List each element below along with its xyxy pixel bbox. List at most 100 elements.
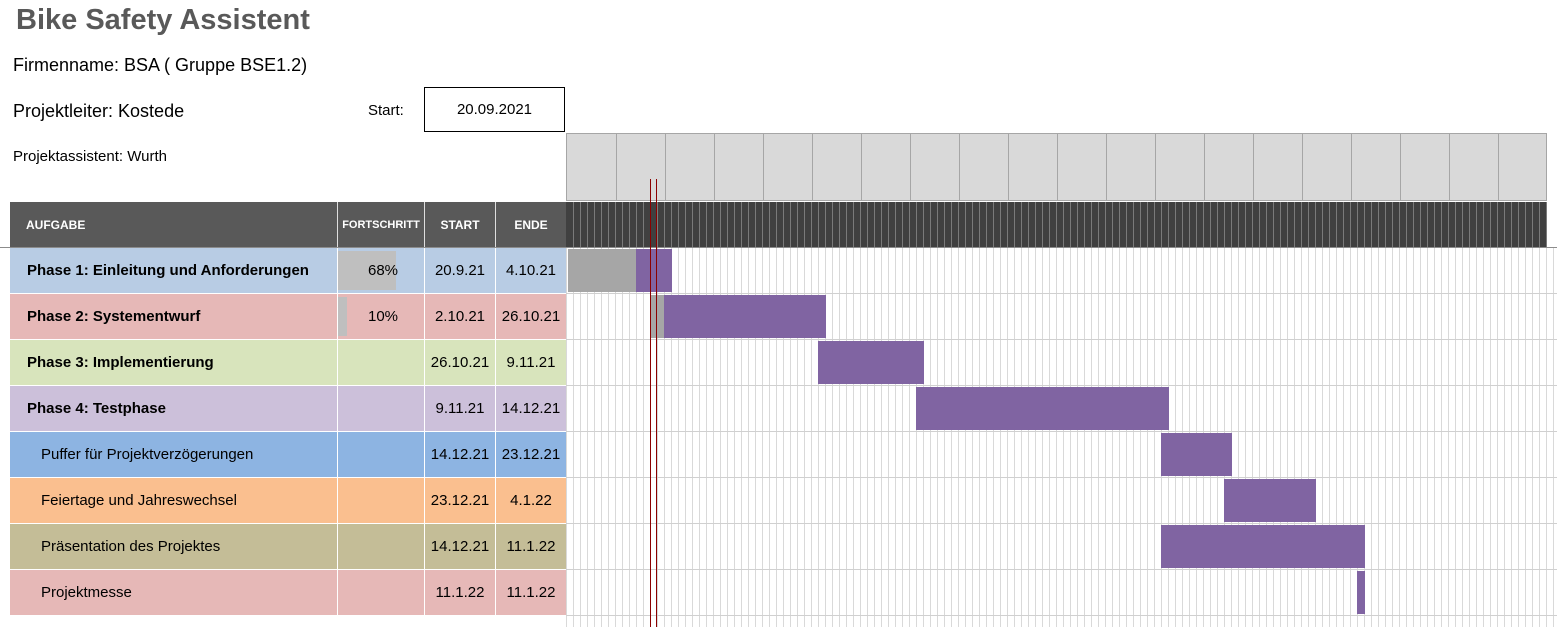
today-marker-line [656, 179, 657, 627]
task-name[interactable]: Projektmesse [41, 584, 132, 601]
task-name[interactable]: Puffer für Projektverzögerungen [41, 446, 254, 463]
day-tick [1189, 202, 1190, 247]
end-date[interactable]: 11.1.22 [506, 584, 556, 601]
progress-fill [338, 297, 347, 336]
day-gridline [825, 248, 826, 627]
day-tick [1308, 202, 1309, 247]
day-tick [1224, 202, 1225, 247]
end-date[interactable]: 9.11.21 [506, 354, 556, 371]
day-tick [930, 202, 931, 247]
gantt-bar[interactable] [664, 295, 826, 338]
day-tick [615, 202, 616, 247]
progress-cell[interactable] [338, 478, 424, 523]
task-name[interactable]: Phase 3: Implementierung [27, 354, 214, 371]
start-date[interactable]: 11.1.22 [435, 584, 485, 601]
task-row[interactable]: Phase 2: Systementwurf 10% 2.10.21 26.10.21 [10, 294, 566, 340]
day-gridline [1091, 248, 1092, 627]
day-tick [895, 202, 896, 247]
day-tick [818, 202, 819, 247]
gantt-bar-completed[interactable] [650, 295, 664, 338]
cell-divider [424, 340, 425, 385]
gantt-bar[interactable] [1161, 525, 1365, 568]
day-gridline [888, 248, 889, 627]
day-gridline [1147, 248, 1148, 627]
task-name[interactable]: Feiertage und Jahreswechsel [41, 492, 237, 509]
progress-cell[interactable]: 68% [338, 248, 424, 293]
day-gridline [1154, 248, 1155, 627]
day-tick [1525, 202, 1526, 247]
task-row[interactable]: Puffer für Projektverzögerungen 14.12.21 2… [10, 432, 566, 478]
start-date[interactable]: 14.12.21 [430, 446, 490, 463]
gantt-bar-completed[interactable] [568, 249, 636, 292]
day-gridline [727, 248, 728, 627]
day-gridline [1112, 248, 1113, 627]
day-tick [1091, 202, 1092, 247]
cell-divider [337, 340, 338, 385]
task-row[interactable]: Projektmesse 11.1.22 11.1.22 [10, 570, 566, 616]
day-gridline [1553, 248, 1554, 627]
row-gridline [566, 523, 1557, 524]
day-tick [629, 202, 630, 247]
day-tick [1406, 202, 1407, 247]
day-tick [1077, 202, 1078, 247]
task-name[interactable]: Phase 1: Einleitung und Anforderungen [27, 262, 309, 279]
row-divider [10, 339, 566, 340]
day-tick [1427, 202, 1428, 247]
day-gridline [776, 248, 777, 627]
day-gridline [1343, 248, 1344, 627]
task-row[interactable]: Phase 3: Implementierung 26.10.21 9.11.21 [10, 340, 566, 386]
task-row[interactable]: Phase 4: Testphase 9.11.21 14.12.21 [10, 386, 566, 432]
progress-cell[interactable] [338, 524, 424, 569]
week-divider [616, 134, 617, 200]
end-date[interactable]: 14.12.21 [501, 400, 561, 417]
start-date-cell[interactable]: 20.09.2021 [424, 87, 565, 132]
end-date[interactable]: 26.10.21 [501, 308, 561, 325]
progress-cell[interactable] [338, 570, 424, 615]
day-gridline [1266, 248, 1267, 627]
gantt-bar[interactable] [916, 387, 1169, 430]
end-date[interactable]: 11.1.22 [506, 538, 556, 555]
gantt-bar[interactable] [636, 249, 672, 292]
end-date[interactable]: 4.10.21 [505, 262, 557, 279]
cell-divider [495, 570, 496, 615]
task-name[interactable]: Phase 4: Testphase [27, 400, 166, 417]
day-gridline [1350, 248, 1351, 627]
task-row[interactable]: Präsentation des Projektes 14.12.21 11.1.2… [10, 524, 566, 570]
start-date[interactable]: 14.12.21 [430, 538, 490, 555]
day-tick [972, 202, 973, 247]
progress-cell[interactable] [338, 340, 424, 385]
task-name[interactable]: Präsentation des Projektes [41, 538, 221, 555]
day-tick [727, 202, 728, 247]
progress-cell[interactable]: 10% [338, 294, 424, 339]
end-date[interactable]: 4.1.22 [510, 492, 552, 509]
day-tick [1413, 202, 1414, 247]
gantt-bar[interactable] [1161, 433, 1232, 476]
task-name[interactable]: Phase 2: Systementwurf [27, 308, 201, 325]
day-gridline [804, 248, 805, 627]
week-divider [861, 134, 862, 200]
task-row[interactable]: Phase 1: Einleitung und Anforderungen 68%… [10, 248, 566, 294]
task-row[interactable]: Feiertage und Jahreswechsel 23.12.21 4.1.2… [10, 478, 566, 524]
cell-divider [495, 386, 496, 431]
start-date[interactable]: 9.11.21 [435, 400, 485, 417]
gantt-bar[interactable] [818, 341, 924, 384]
week-divider [1302, 134, 1303, 200]
day-tick [1140, 202, 1141, 247]
start-date[interactable]: 20.9.21 [434, 262, 486, 279]
gantt-bar[interactable] [1357, 571, 1365, 614]
start-date[interactable]: 26.10.21 [430, 354, 490, 371]
start-date[interactable]: 23.12.21 [430, 492, 490, 509]
day-tick [1175, 202, 1176, 247]
day-gridline [1322, 248, 1323, 627]
start-date[interactable]: 2.10.21 [434, 308, 486, 325]
day-gridline [1448, 248, 1449, 627]
progress-cell[interactable] [338, 432, 424, 477]
day-gridline [1406, 248, 1407, 627]
progress-cell[interactable] [338, 386, 424, 431]
cell-divider [337, 570, 338, 615]
day-tick [1070, 202, 1071, 247]
day-tick [692, 202, 693, 247]
gantt-bar[interactable] [1224, 479, 1316, 522]
end-date[interactable]: 23.12.21 [501, 446, 561, 463]
day-tick [636, 202, 637, 247]
